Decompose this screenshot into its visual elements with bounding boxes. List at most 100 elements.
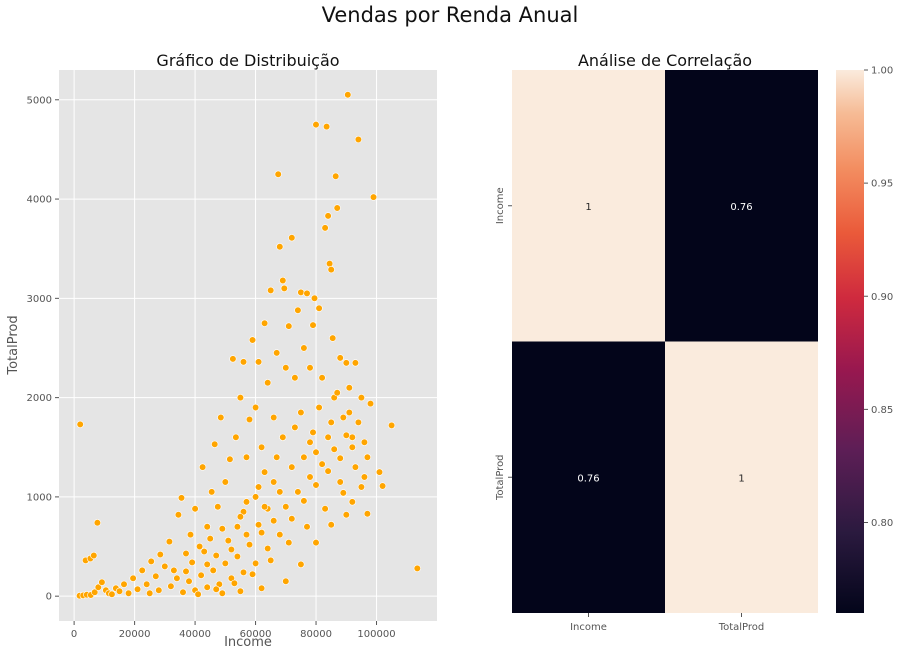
scatter-point bbox=[333, 389, 341, 397]
scatter-point bbox=[217, 413, 225, 422]
heatmap-x-tick-label: TotalProd bbox=[718, 622, 765, 633]
scatter-point bbox=[273, 453, 281, 461]
scatter-point bbox=[218, 589, 226, 597]
scatter-point bbox=[375, 468, 384, 476]
heatmap-cell bbox=[512, 341, 665, 613]
scatter-point bbox=[330, 445, 338, 453]
scatter-point bbox=[342, 511, 350, 519]
heatmap-cell bbox=[665, 70, 818, 342]
heatmap-cell-annotation: 0.76 bbox=[577, 473, 599, 484]
heatmap-panel: Análise de Correlação 1 0.76 0.76 1 Income T… bbox=[495, 51, 818, 633]
scatter-point bbox=[310, 294, 319, 302]
scatter-point bbox=[351, 359, 360, 367]
colorbar: 0.80 0.85 0.90 0.95 1.00 bbox=[836, 66, 893, 613]
scatter-point bbox=[357, 483, 366, 491]
scatter-y-tick-label: 0 bbox=[46, 592, 52, 603]
scatter-point bbox=[212, 585, 220, 593]
scatter-grid bbox=[59, 70, 437, 621]
scatter-point bbox=[76, 420, 84, 429]
scatter-point bbox=[323, 122, 331, 131]
scatter-point bbox=[285, 322, 293, 330]
scatter-point bbox=[288, 234, 296, 242]
scatter-point bbox=[224, 536, 232, 545]
colorbar-tick-label: 0.80 bbox=[871, 518, 893, 529]
scatter-point bbox=[226, 455, 234, 463]
scatter-point bbox=[297, 408, 305, 417]
scatter-point bbox=[230, 579, 238, 587]
scatter-point bbox=[134, 585, 142, 593]
scatter-point bbox=[208, 488, 216, 496]
scatter-point bbox=[312, 538, 320, 547]
colorbar-tick-label: 0.90 bbox=[871, 292, 893, 303]
scatter-point bbox=[258, 443, 266, 451]
scatter-point bbox=[315, 304, 323, 312]
scatter-point bbox=[267, 556, 275, 565]
scatter-title: Gráfico de Distribuição bbox=[156, 51, 339, 70]
scatter-point bbox=[300, 453, 308, 461]
scatter-point bbox=[332, 172, 340, 180]
scatter-point bbox=[196, 542, 204, 551]
scatter-point bbox=[173, 574, 181, 582]
scatter-point bbox=[197, 571, 205, 579]
colorbar-tick-label: 1.00 bbox=[871, 66, 893, 77]
scatter-x-tick-label: 100000 bbox=[357, 629, 395, 640]
scatter-point bbox=[152, 572, 160, 580]
scatter-y-label: TotalProd bbox=[6, 315, 21, 375]
scatter-point bbox=[233, 552, 241, 561]
scatter-y-tick-label: 3000 bbox=[27, 294, 52, 305]
scatter-point bbox=[303, 523, 311, 531]
scatter-point bbox=[318, 460, 326, 468]
scatter-point bbox=[342, 431, 350, 439]
scatter-point bbox=[321, 505, 329, 513]
scatter-point bbox=[182, 549, 190, 558]
scatter-point bbox=[218, 525, 226, 533]
scatter-point bbox=[138, 566, 146, 575]
scatter-point bbox=[188, 558, 196, 567]
scatter-point bbox=[264, 544, 272, 553]
scatter-point bbox=[312, 481, 320, 489]
scatter-point bbox=[366, 400, 375, 408]
scatter-point bbox=[326, 260, 334, 268]
scatter-point bbox=[258, 528, 266, 537]
heatmap-x-tick-label: Income bbox=[570, 622, 607, 633]
scatter-point bbox=[120, 580, 128, 588]
scatter-point bbox=[321, 224, 329, 232]
scatter-y-tick-label: 4000 bbox=[27, 195, 52, 206]
scatter-point bbox=[156, 550, 164, 559]
scatter-point bbox=[232, 433, 240, 441]
scatter-x-ticks: 0 20000 40000 60000 80000 100000 bbox=[71, 621, 396, 640]
scatter-point bbox=[342, 359, 350, 367]
heatmap-cell-annotation: 1 bbox=[585, 202, 591, 213]
scatter-point bbox=[282, 577, 290, 585]
scatter-point bbox=[209, 566, 217, 575]
scatter-point bbox=[291, 374, 299, 382]
scatter-point bbox=[354, 418, 363, 427]
scatter-point bbox=[245, 415, 254, 424]
scatter-point bbox=[252, 559, 260, 568]
scatter-point bbox=[182, 567, 190, 576]
scatter-point bbox=[94, 583, 102, 591]
scatter-point bbox=[306, 473, 314, 481]
scatter-point bbox=[327, 418, 335, 427]
scatter-point bbox=[294, 306, 302, 314]
scatter-point bbox=[388, 421, 396, 430]
heatmap-cell-annotation: 1 bbox=[738, 473, 744, 484]
scatter-point bbox=[379, 482, 387, 490]
scatter-point bbox=[261, 468, 269, 476]
scatter-point bbox=[236, 394, 244, 402]
scatter-point bbox=[369, 193, 378, 201]
scatter-point bbox=[98, 578, 106, 586]
scatter-point bbox=[203, 523, 211, 531]
scatter-point bbox=[177, 494, 186, 502]
scatter-point bbox=[179, 588, 187, 596]
colorbar-gradient bbox=[836, 70, 864, 613]
scatter-point bbox=[115, 587, 124, 595]
figure-title: Vendas por Renda Anual bbox=[322, 3, 579, 27]
scatter-point bbox=[221, 559, 229, 568]
scatter-point bbox=[276, 488, 284, 496]
scatter-points bbox=[75, 91, 421, 600]
scatter-point bbox=[191, 505, 199, 513]
scatter-point bbox=[229, 355, 237, 363]
scatter-point bbox=[363, 453, 372, 461]
scatter-point bbox=[312, 448, 320, 456]
